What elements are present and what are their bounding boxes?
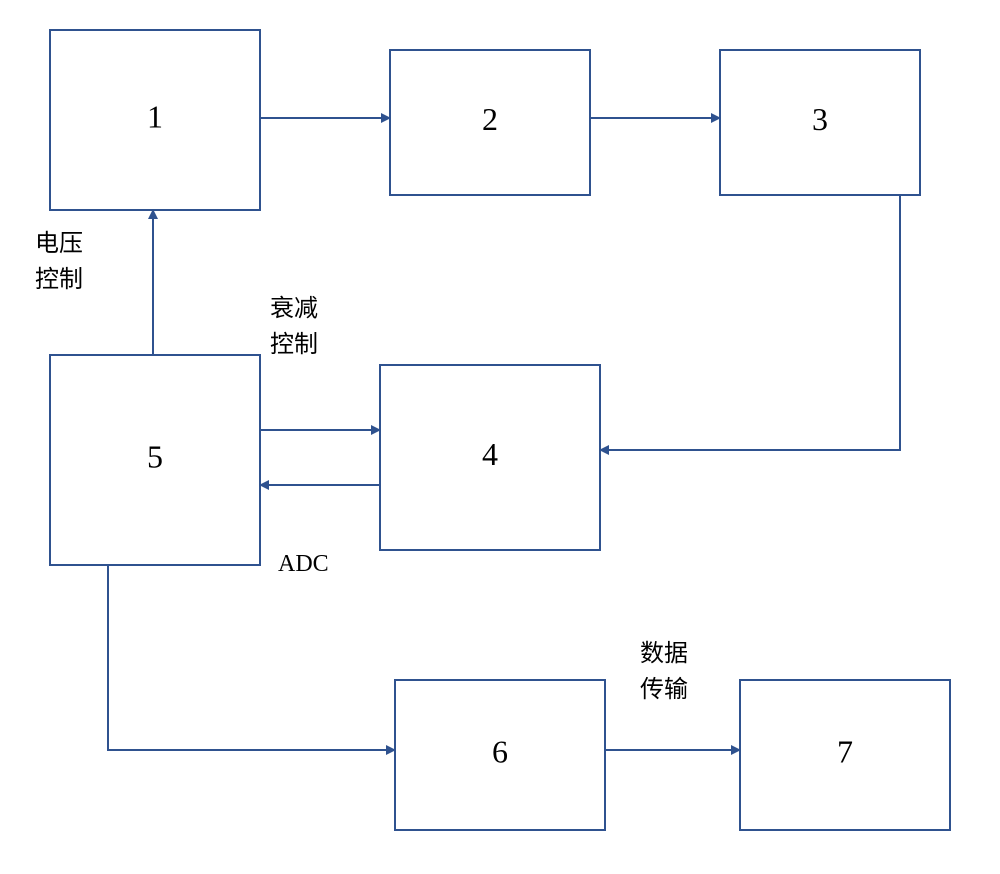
edge-n3-n4 <box>600 195 900 450</box>
edge-label-n4-n5: ADC <box>278 551 329 577</box>
node-label-n5: 5 <box>147 438 163 474</box>
node-label-n2: 2 <box>482 101 498 137</box>
edge-n5-n6 <box>108 565 395 750</box>
edge-label-n5-n4: 衰减控制 <box>270 295 318 358</box>
block-diagram: 1 2 3 4 5 6 7 电压控制衰减控制 ADC 数据传输 <box>0 0 1000 874</box>
node-label-n3: 3 <box>812 101 828 137</box>
edge-label-n6-n7: 数据传输 <box>640 640 688 703</box>
node-label-n7: 7 <box>837 733 853 769</box>
edge-label-n5-n1: 电压控制 <box>35 230 83 293</box>
node-label-n6: 6 <box>492 733 508 769</box>
node-label-n1: 1 <box>147 98 163 134</box>
node-label-n4: 4 <box>482 436 498 472</box>
